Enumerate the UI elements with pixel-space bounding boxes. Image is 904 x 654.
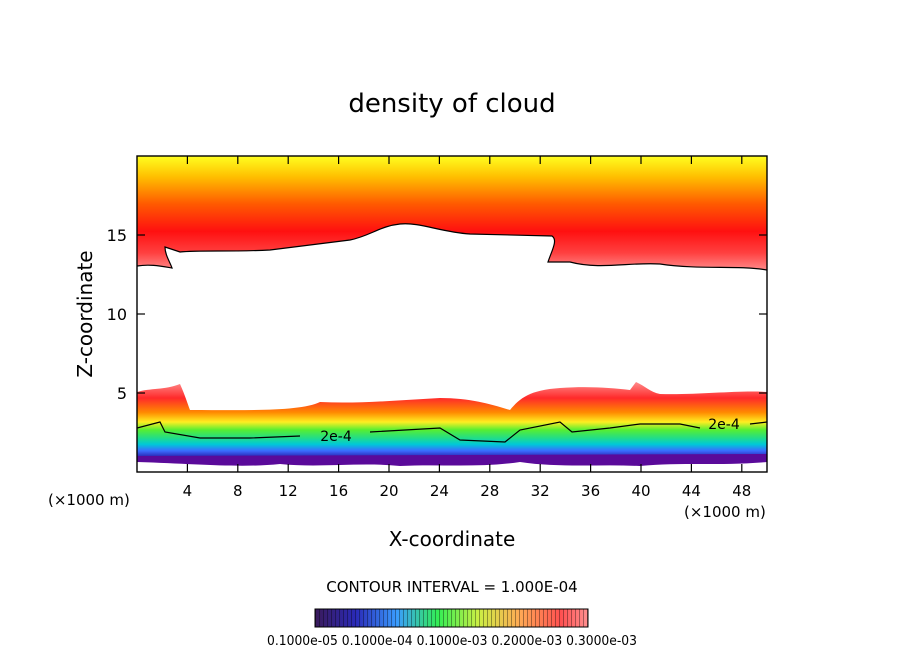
x-tick-label: 20 [379,482,398,500]
x-tick-label: 32 [531,482,550,500]
contour-label-2: 2e-4 [708,417,740,433]
contour-label-1: 2e-4 [320,429,352,445]
x-unit-left: (×1000 m) [48,491,130,509]
y-tick-label: 5 [117,384,127,403]
contour-line-2e-4 [137,421,767,443]
plot-area [137,156,767,472]
x-tick-label: 4 [183,482,193,500]
contour-line-upper [137,223,767,271]
lower-cloud-band [137,382,767,462]
y-axis-label: Z-coordinate [73,250,97,377]
chart-title: density of cloud [348,89,555,119]
x-tick-label: 36 [581,482,600,500]
x-tick-label: 8 [233,482,243,500]
upper-cloud-band [137,156,767,270]
x-axis-label: X-coordinate [389,527,516,551]
contour-interval: CONTOUR INTERVAL = 1.000E-04 [326,578,577,596]
x-tick-label: 12 [279,482,298,500]
y-axis: 5 10 15 [107,226,767,403]
x-tick-label: 48 [732,482,751,500]
colorbar-labels: 0.1000e-05 0.1000e-04 0.1000e-03 0.2000e… [267,634,637,649]
colorbar [314,608,589,628]
y-tick-label: 15 [107,226,127,245]
x-axis: 4 8 12 16 20 24 28 32 36 40 44 48 [183,156,751,500]
x-tick-label: 44 [682,482,701,500]
x-tick-label: 40 [631,482,650,500]
x-tick-label: 16 [329,482,348,500]
x-tick-label: 28 [480,482,499,500]
x-unit-right: (×1000 m) [684,503,766,521]
x-tick-label: 24 [430,482,449,500]
y-tick-label: 10 [107,305,127,324]
